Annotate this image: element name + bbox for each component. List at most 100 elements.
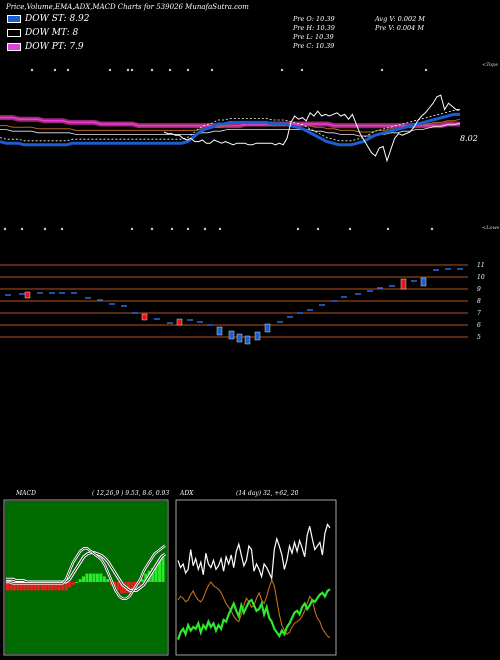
price-levels-panel: 11 10 9 8 7 6 5 [0, 262, 485, 345]
level-tick-label: 5 [477, 334, 481, 341]
bullish-candle [228, 330, 235, 340]
top-marker [53, 68, 57, 72]
level-tick-label: 10 [477, 274, 485, 281]
macd-hist-bar [99, 573, 103, 582]
ema-dashed-line [0, 110, 460, 142]
bottom-marker [20, 227, 24, 231]
macd-hist-bar [33, 582, 37, 591]
macd-hist-bar [82, 576, 85, 582]
top-marker [30, 68, 34, 72]
chart-title: Price,Volume,EMA,ADX,MACD Charts for 539… [6, 3, 249, 11]
lows-label: <Lows [482, 225, 500, 231]
stat-prev-low: Pre L: 10.39 [293, 33, 334, 41]
macd-hist-bar [92, 573, 96, 582]
macd-params: ( 12,26,9 ) 9.53, 8.6, 0.93 [92, 490, 169, 497]
adx-params: (14 day) 32, +62, 20 [236, 490, 299, 497]
macd-hist-bar [37, 582, 41, 591]
stat-prev-volume: Pre V: 0.004 M [375, 24, 425, 32]
bottom-marker [130, 227, 134, 231]
macd-panel: MACD ( 12,26,9 ) 9.53, 8.6, 0.93 [3, 490, 169, 656]
bullish-candle [244, 335, 251, 345]
macd-hist-bar [85, 573, 89, 582]
macd-hist-bar [161, 556, 165, 582]
bullish-candle [264, 323, 271, 333]
level-tick-label: 11 [477, 262, 485, 269]
bottom-markers [3, 227, 434, 231]
macd-hist-bar [120, 582, 124, 594]
top-marker [186, 68, 190, 72]
bottom-marker [203, 227, 207, 231]
bullish-candle [254, 331, 261, 341]
macd-hist-bar [64, 582, 68, 591]
macd-hist-bar [40, 582, 44, 591]
macd-hist-bar [144, 573, 148, 582]
bottom-marker [60, 227, 64, 231]
top-marker [130, 68, 134, 72]
stat-avg-volume: Avg V: 0.002 M [375, 15, 425, 23]
bullish-candle [420, 277, 427, 287]
macd-hist-bar [12, 582, 16, 591]
level-tick-label: 9 [477, 286, 481, 293]
bottom-marker [43, 227, 47, 231]
top-marker [66, 68, 70, 72]
price-ema-panel: <Tops <Lows 8.02 [0, 62, 500, 231]
bottom-marker [348, 227, 352, 231]
top-marker [150, 68, 154, 72]
macd-hist-bar [130, 582, 134, 591]
ema-mid-line [0, 118, 461, 133]
macd-hist-bar [75, 582, 79, 583]
top-marker [108, 68, 112, 72]
top-marker [380, 68, 384, 72]
tops-label: <Tops [482, 62, 498, 68]
legend-label: DOW ST: 8.92 [25, 14, 90, 24]
macd-hist-bar [6, 582, 9, 591]
ema-short-line [0, 112, 460, 147]
macd-hist-bar [95, 573, 99, 582]
macd-title: MACD [15, 490, 36, 497]
macd-hist-bar [140, 579, 144, 582]
top-marker [126, 68, 130, 72]
adx-title: ADX [179, 490, 194, 497]
bottom-marker [186, 227, 190, 231]
legend-swatch-black [7, 29, 21, 37]
macd-hist-bar [113, 582, 117, 588]
macd-signal-core-line [6, 552, 166, 591]
level-tick-label: 8 [477, 298, 481, 305]
top-marker [210, 68, 214, 72]
macd-hist-bar [9, 582, 13, 591]
legend-dow-mt: DOW MT: 8 [7, 28, 78, 38]
macd-hist-bar [109, 582, 113, 585]
top-marker [168, 68, 172, 72]
macd-hist-bar [50, 582, 54, 591]
bottom-marker [430, 227, 434, 231]
top-marker [424, 68, 428, 72]
bullish-candle [216, 326, 223, 336]
legend-swatch-blue [7, 15, 21, 23]
bottom-marker [386, 227, 390, 231]
macd-hist-bar [26, 582, 30, 591]
bearish-candle [141, 313, 148, 321]
stat-prev-close: Pre C: 10.39 [293, 42, 335, 50]
macd-hist-bar [44, 582, 47, 591]
stat-prev-open: Pre O: 10.39 [293, 15, 335, 23]
bottom-marker [316, 227, 320, 231]
adx-panel: ADX (14 day) 32, +62, 20 [175, 490, 337, 656]
bottom-marker [170, 227, 174, 231]
macd-hist-bar [154, 565, 158, 582]
legend-label: DOW PT: 7.9 [25, 42, 84, 52]
legend-dow-pt: DOW PT: 7.9 [7, 42, 84, 52]
macd-hist-bar [71, 582, 75, 585]
macd-hist-bar [47, 582, 51, 591]
last-price-label: 8.02 [460, 134, 478, 143]
price-line [163, 94, 460, 163]
legend-dow-st: DOW ST: 8.92 [7, 14, 90, 24]
macd-hist-bar [19, 582, 23, 591]
macd-hist-bar [57, 582, 61, 591]
legend-label: DOW MT: 8 [25, 28, 79, 38]
top-markers [30, 68, 428, 72]
level-tick-label: 7 [477, 310, 481, 317]
macd-hist-bar [68, 582, 72, 588]
adx-line [177, 523, 331, 581]
macd-hist-bar [116, 582, 120, 591]
